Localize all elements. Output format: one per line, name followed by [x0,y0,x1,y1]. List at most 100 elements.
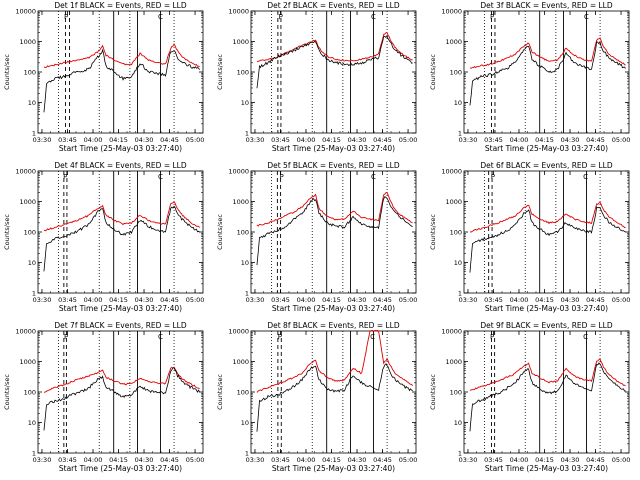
x-tick-label: 03:45 [58,456,77,464]
x-tick-label: 04:30 [348,296,367,304]
y-tick-label: 1 [458,129,462,137]
y-tick-label: 1000 [445,38,462,46]
x-axis-label: Start Time (25-May-03 03:27:40) [272,144,395,153]
x-tick-label: 04:00 [84,456,103,464]
plot-frame [250,330,417,454]
event-marker-label: C [158,13,163,21]
series-line-lld [469,201,626,233]
y-axis-label: Counts/sec [216,214,224,250]
x-tick-label: 04:00 [297,136,316,144]
x-tick-label: 04:45 [373,136,392,144]
x-tick-label: 04:45 [373,296,392,304]
x-tick-label: 04:45 [586,296,605,304]
series-line-lld [469,37,626,69]
x-tick-label: 05:00 [186,136,205,144]
event-marker-label: C [583,173,588,181]
x-tick-label: 04:00 [297,456,316,464]
y-tick-label: 1000 [232,38,249,46]
chart-title: Det 4f BLACK = Events, RED = LLD [54,161,187,170]
x-tick-label: 05:00 [186,296,205,304]
chart-svg: Det 5f BLACK = Events, RED = LLD P C 1 10 100… [216,161,418,313]
detector-panel: Det 9f BLACK = Events, RED = LLD P C 1 10 100… [426,320,639,480]
x-tick-label: 05:00 [399,296,418,304]
x-axis-label: Start Time (25-May-03 03:27:40) [485,464,608,473]
x-tick-label: 04:15 [535,136,554,144]
plot-frame [37,10,204,134]
chart-svg: Det 2f BLACK = Events, RED = LLD P C 1 10 100… [216,1,417,153]
y-tick-label: 100 [24,68,36,76]
y-axis-label: Counts/sec [429,374,437,410]
y-tick-label: 10 [454,259,462,267]
x-tick-label: 04:00 [84,296,103,304]
chart-title: Det 8f BLACK = Events, RED = LLD [267,321,400,330]
y-axis-label: Counts/sec [3,54,11,90]
y-axis-label: Counts/sec [3,374,11,410]
y-tick-label: 100 [237,228,249,236]
x-tick-label: 04:00 [510,136,529,144]
y-tick-label: 10000 [228,7,249,15]
x-tick-label: 04:00 [297,296,316,304]
event-marker-label: C [158,173,163,181]
x-tick-label: 04:45 [586,456,605,464]
event-marker-label: P [64,13,68,21]
x-tick-label: 05:00 [399,456,418,464]
plot-frame [250,10,417,134]
event-marker-label: P [280,173,284,181]
y-tick-label: 10 [28,99,36,107]
x-tick-label: 03:30 [33,296,52,304]
x-tick-label: 04:30 [135,296,154,304]
x-axis-label: Start Time (25-May-03 03:27:40) [59,144,182,153]
y-tick-label: 100 [237,68,249,76]
y-tick-label: 1000 [445,358,462,366]
x-tick-label: 03:45 [271,136,290,144]
x-tick-label: 04:00 [510,456,529,464]
y-tick-label: 1 [32,289,36,297]
x-axis-label: Start Time (25-May-03 03:27:40) [272,464,395,473]
series-line-events [469,362,626,432]
x-tick-label: 04:45 [586,136,605,144]
x-tick-label: 03:45 [58,136,77,144]
y-tick-label: 1000 [19,198,36,206]
y-tick-label: 10000 [441,167,462,175]
x-tick-label: 03:30 [459,136,478,144]
x-tick-label: 03:30 [33,136,52,144]
x-tick-label: 03:30 [33,456,52,464]
chart-title: Det 9f BLACK = Events, RED = LLD [480,321,613,330]
x-tick-label: 04:30 [561,296,580,304]
x-tick-label: 04:15 [535,296,554,304]
y-tick-label: 10000 [15,7,36,15]
detector-panel: Det 3f BLACK = Events, RED = LLD P C 1 10 100… [426,0,639,160]
y-tick-label: 10 [28,419,36,427]
y-tick-label: 10 [241,259,249,267]
x-tick-label: 03:30 [459,456,478,464]
x-tick-label: 04:30 [135,136,154,144]
x-tick-label: 05:00 [612,296,631,304]
series-line-lld [43,43,200,69]
series-line-lld [469,358,626,391]
series-line-lld [43,201,200,232]
x-tick-label: 04:15 [109,296,128,304]
x-tick-label: 03:30 [246,296,265,304]
event-marker-label: P [491,173,495,181]
series-line-lld [256,329,413,393]
plot-frame [463,170,630,294]
series-line-events [43,205,200,272]
plot-frame [463,10,630,134]
x-tick-label: 04:45 [160,456,179,464]
x-tick-label: 04:30 [561,456,580,464]
x-tick-label: 03:45 [484,296,503,304]
y-tick-label: 10000 [441,327,462,335]
x-tick-label: 03:30 [459,296,478,304]
x-tick-label: 05:00 [612,456,631,464]
chart-title: Det 3f BLACK = Events, RED = LLD [480,1,613,10]
plot-frame [250,170,417,294]
y-tick-label: 1 [245,449,249,457]
detector-panel: Det 2f BLACK = Events, RED = LLD P C 1 10 100… [213,0,426,160]
chart-title: Det 5f BLACK = Events, RED = LLD [267,161,400,170]
y-tick-label: 10000 [228,327,249,335]
chart-svg: Det 7f BLACK = Events, RED = LLD P C 1 10 100… [3,321,204,473]
x-tick-label: 04:45 [373,456,392,464]
plot-frame [37,170,204,294]
chart-svg: Det 3f BLACK = Events, RED = LLD P C 1 10 100… [429,1,630,153]
detector-panel: Det 8f BLACK = Events, RED = LLD P C 1 10 100… [213,320,426,480]
